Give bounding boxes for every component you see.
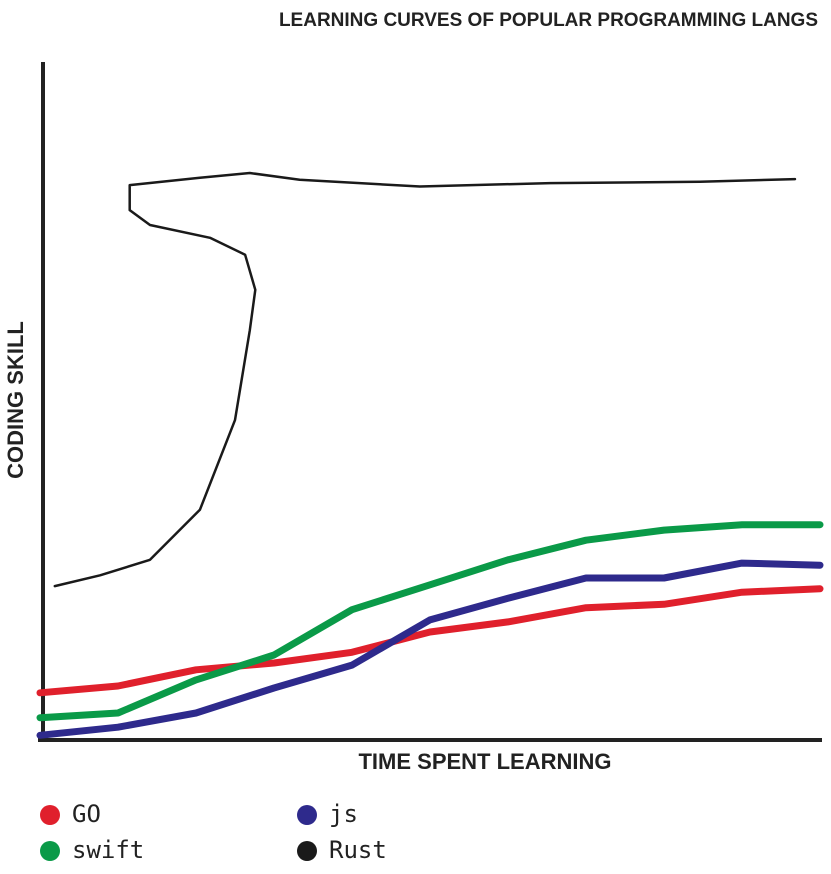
line bbox=[36, 521, 824, 722]
y-axis-label: CODING SKILL bbox=[3, 321, 28, 479]
chart-title: LEARNING CURVES OF POPULAR PROGRAMMING L… bbox=[279, 10, 818, 31]
line bbox=[36, 585, 824, 697]
legend-marker bbox=[297, 841, 317, 861]
line bbox=[53, 171, 797, 588]
legend: GO js swift Rust bbox=[40, 800, 387, 864]
legend-marker bbox=[40, 805, 60, 825]
legend-label: swift bbox=[72, 836, 144, 864]
legend-label: GO bbox=[72, 800, 101, 828]
plot bbox=[36, 171, 824, 739]
line bbox=[36, 559, 824, 739]
legend-marker bbox=[40, 841, 60, 861]
legend-marker bbox=[297, 805, 317, 825]
x-axis-label: TIME SPENT LEARNING bbox=[358, 749, 611, 774]
legend-label: js bbox=[329, 800, 358, 828]
legend-label: Rust bbox=[329, 836, 387, 864]
